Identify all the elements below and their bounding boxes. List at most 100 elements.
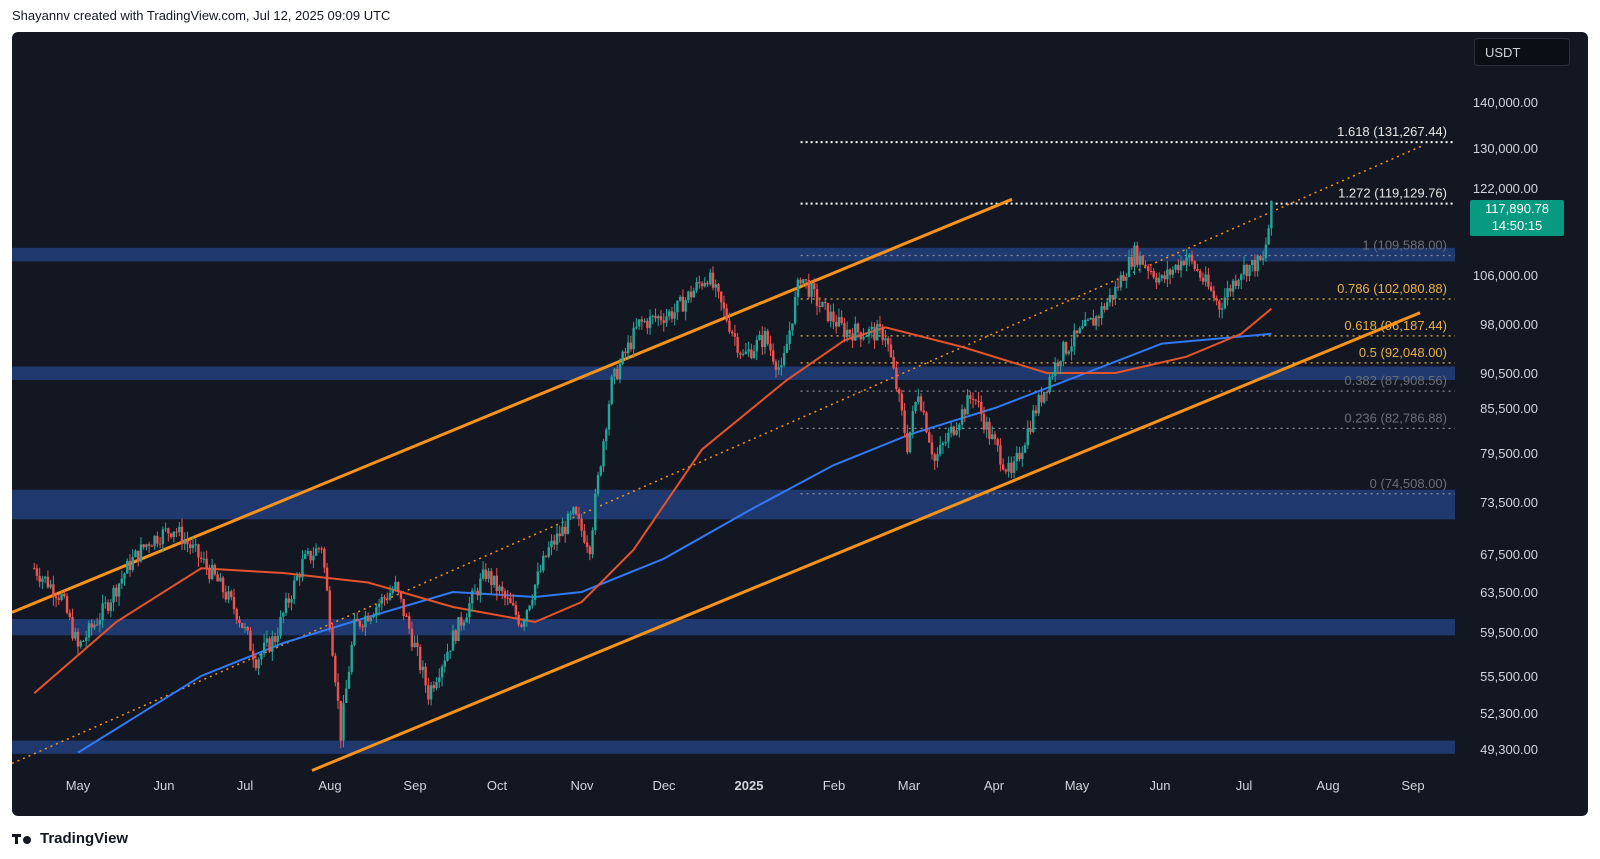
candle-body [678, 296, 682, 301]
candle-body [446, 651, 449, 661]
candle-body [886, 338, 890, 345]
candle-body [996, 439, 999, 446]
x-tick-label: Dec [652, 778, 676, 793]
candle-body [829, 311, 832, 322]
candle-body [826, 303, 830, 322]
candle-body [82, 640, 85, 642]
candle-body [553, 540, 556, 545]
candle-body [74, 631, 77, 639]
candle-body [1034, 410, 1038, 414]
tradingview-brand[interactable]: TradingView [12, 830, 128, 847]
candle-body [758, 334, 761, 341]
candle-body [1185, 257, 1188, 266]
candle-body [1168, 269, 1172, 275]
candle-body [1160, 275, 1164, 279]
candle-body [640, 319, 644, 322]
candle-body [126, 560, 129, 574]
candle-body [1261, 258, 1265, 260]
candle-body [856, 323, 860, 333]
candle-body [821, 301, 824, 307]
candle-body [1119, 275, 1123, 288]
candle-body [424, 666, 427, 686]
candle-body [462, 622, 466, 626]
candle-body [501, 586, 504, 592]
candle-body [87, 623, 91, 638]
candle-body [1207, 274, 1210, 287]
y-tick-label: 79,500.00 [1480, 446, 1538, 461]
candle-body [355, 618, 359, 622]
candle-body [572, 507, 575, 514]
candle-body [205, 558, 208, 569]
candle-body [429, 685, 433, 700]
candle-body [676, 300, 679, 313]
candle-body [427, 685, 430, 700]
candle-body [618, 363, 622, 380]
candle-body [643, 320, 646, 322]
candle-body [459, 617, 463, 626]
candle-body [709, 272, 712, 285]
x-tick-label: 2025 [735, 778, 764, 793]
candle-body [588, 546, 592, 555]
candle-body [1084, 319, 1087, 327]
candle-body [966, 395, 969, 415]
candle-body [1245, 264, 1248, 276]
sr-zone [12, 247, 1455, 262]
candle-body [487, 571, 490, 580]
candle-body [539, 570, 542, 572]
candle-body [859, 332, 863, 340]
candle-body [33, 568, 36, 570]
candle-body [449, 650, 452, 652]
candle-body [769, 343, 772, 351]
candle-body [293, 580, 296, 600]
candle-body [522, 620, 526, 627]
candle-body [1199, 270, 1202, 278]
sr-zone [12, 740, 1455, 754]
x-tick-label: May [66, 778, 91, 793]
candle-body [1051, 375, 1054, 377]
candle-body [394, 582, 397, 590]
candle-body [509, 598, 512, 604]
candle-body [1073, 330, 1076, 347]
candle-body [569, 513, 572, 515]
candle-body [479, 578, 482, 596]
candle-body [306, 550, 310, 554]
candle-body [944, 441, 947, 444]
candle-body [706, 282, 709, 285]
candle-body [120, 578, 123, 584]
candle-body [243, 626, 247, 628]
candle-body [262, 642, 266, 654]
candle-body [763, 330, 767, 347]
candle-body [440, 666, 444, 678]
candle-body [202, 558, 206, 560]
channel-resistance-line [12, 197, 1013, 614]
candle-body [1229, 288, 1232, 292]
channel-support-line [311, 311, 1421, 772]
candle-body [1012, 461, 1016, 473]
currency-selector[interactable]: USDT [1474, 38, 1570, 66]
y-tick-label: 85,500.00 [1480, 401, 1538, 416]
chart-frame: 1.618 (131,267.44) 1.272 (119,129.76) 1 (1… [12, 32, 1588, 816]
candle-body [1094, 316, 1098, 326]
candle-body [410, 628, 414, 647]
candle-body [194, 544, 197, 546]
candle-body [517, 614, 520, 625]
candle-body [490, 571, 493, 585]
candle-body [865, 336, 868, 338]
candle-body [1248, 264, 1251, 276]
ma-100-line [33, 307, 1273, 695]
candle-body [369, 617, 373, 622]
candle-body [525, 609, 529, 621]
candle-body [1089, 318, 1092, 320]
fib-label: 0.618 (96,187.44) [1344, 318, 1447, 333]
candle-body [137, 550, 140, 562]
candle-body [271, 636, 274, 652]
price-chart[interactable]: 1.618 (131,267.44) 1.272 (119,129.76) 1 (1… [12, 32, 1588, 816]
candle-body [1059, 361, 1062, 367]
candle-body [314, 548, 318, 556]
candle-body [687, 291, 690, 301]
candle-body [65, 596, 69, 613]
x-tick-label: Jul [1236, 778, 1253, 793]
y-tick-label: 140,000.00 [1473, 95, 1538, 110]
y-tick-label: 106,000.00 [1473, 268, 1538, 283]
candle-body [388, 593, 392, 600]
